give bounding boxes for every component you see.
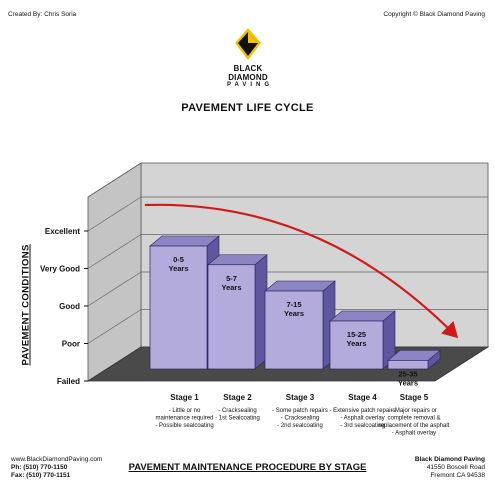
x-tick-label: Stage 1 — [170, 393, 199, 402]
stage-note-line: - Cracksealing — [218, 408, 256, 414]
logo-sub: PAVING — [226, 82, 274, 88]
bar-label-line: Years — [221, 283, 241, 292]
trend-arrow — [144, 203, 459, 339]
diamond-logo-icon — [235, 28, 261, 60]
phone: Ph: (510) 770-1150 — [11, 464, 68, 471]
stage-note-line: - Possible sealcoating — [155, 423, 213, 429]
bar-label: 5-7 Years — [221, 274, 241, 292]
stage-note-line: - Little or no — [169, 408, 201, 414]
bar-label-line: Years — [284, 309, 304, 318]
x-tick-label: Stage 3 — [286, 393, 315, 402]
stage-notes: - Little or no maintenance required - Poss… — [155, 408, 213, 429]
bar — [387, 360, 429, 370]
company-address: Black Diamond Paving 41550 Boscell Road … — [415, 456, 485, 480]
x-tick-label: Stage 2 — [223, 393, 252, 402]
x-tick-label: Stage 5 — [400, 393, 429, 402]
bar — [207, 264, 256, 370]
bar-top — [149, 235, 220, 247]
stage-note-line: complete removal & — [387, 416, 440, 422]
y-tick-label: Failed — [57, 377, 80, 386]
bar-label-line: Years — [168, 264, 188, 273]
y-tick-label: Very Good — [40, 265, 80, 274]
x-axis-label: PAVEMENT MAINTENANCE PROCEDURE BY STAGE — [128, 462, 367, 473]
gridline-side — [87, 271, 142, 307]
stage-note-line: - 1st Sealcoating — [215, 416, 260, 422]
address-line-2: Fremont CA 94538 — [430, 472, 485, 479]
stage-note-line: - Cracksealing — [281, 416, 319, 422]
stage-note-line: maintenance required — [155, 416, 213, 422]
x-tick-label: Stage 4 — [348, 393, 377, 402]
created-by: Created By: Chris Soria — [8, 11, 77, 18]
bar — [264, 290, 324, 370]
bar — [149, 245, 208, 370]
copyright: Copyright © Black Diamond Paving — [383, 11, 485, 18]
bar-label: 25-35 Years — [398, 369, 418, 387]
stage-note-line: - Some patch repairs — [272, 408, 328, 414]
stage-notes: - Major repairs or complete removal & repl… — [379, 408, 450, 437]
stage-note-line: replacement of the asphalt — [379, 423, 450, 429]
stage-notes: - Cracksealing - 1st Sealcoating — [215, 408, 260, 422]
stage-note-line: - Asphalt overlay — [340, 416, 384, 422]
company-logo: BLACK DIAMOND PAVING — [216, 26, 280, 88]
stage-note-line: - 3rd sealcoating — [340, 423, 384, 429]
bar — [329, 320, 384, 370]
bar-label-line: 7-15 — [286, 300, 301, 309]
logo-name: BLACK DIAMOND — [228, 64, 268, 82]
website-link[interactable]: www.BlackDiamondPaving.com — [11, 456, 103, 463]
side-wall — [87, 162, 142, 382]
y-ticks: Failed Poor Good Very Good Excellent — [40, 227, 88, 386]
stage-notes: - Extensive patch repairs - Asphalt overl… — [329, 408, 395, 429]
fax: Fax: (510) 770-1151 — [11, 472, 71, 479]
bar-label: 7-15 Years — [284, 300, 304, 318]
bar-label-line: Years — [398, 378, 418, 387]
bar-top — [329, 310, 396, 322]
chart-title: PAVEMENT LIFE CYCLE — [181, 102, 314, 114]
company-name: Black Diamond Paving — [414, 456, 485, 463]
y-tick-label: Excellent — [45, 227, 80, 236]
bar-top — [264, 280, 336, 292]
gridline-side — [87, 309, 142, 344]
stage-note-line: - Extensive patch repairs — [329, 408, 395, 414]
bar-label: 15-25 Years — [346, 330, 366, 348]
bar-label: 0-5 Years — [168, 255, 188, 273]
address-line-1: 41550 Boscell Road — [426, 464, 485, 471]
bar-label-line: 5-7 — [226, 274, 237, 283]
stage-note-line: - Asphalt overlay — [392, 431, 436, 437]
trend-line — [144, 203, 459, 339]
bar-label-line: 0-5 — [173, 255, 184, 264]
stage-note-line: - Major repairs or — [391, 408, 437, 414]
stage-note-line: - 2nd sealcoating — [277, 423, 323, 429]
y-tick-label: Poor — [62, 340, 80, 349]
bar-label-line: Years — [346, 339, 366, 348]
contact-info: www.BlackDiamondPaving.com Ph: (510) 770… — [11, 456, 102, 480]
gridline-side — [87, 196, 142, 232]
bar-label-line: 15-25 — [347, 330, 366, 339]
bar-label-line: 25-35 — [398, 369, 417, 378]
x-labels: Stage 1 - Little or no maintenance require… — [155, 393, 449, 437]
y-tick-label: Good — [59, 302, 80, 311]
gridline-side — [87, 234, 142, 269]
stage-notes: - Some patch repairs - Cracksealing - 2nd … — [272, 408, 328, 429]
